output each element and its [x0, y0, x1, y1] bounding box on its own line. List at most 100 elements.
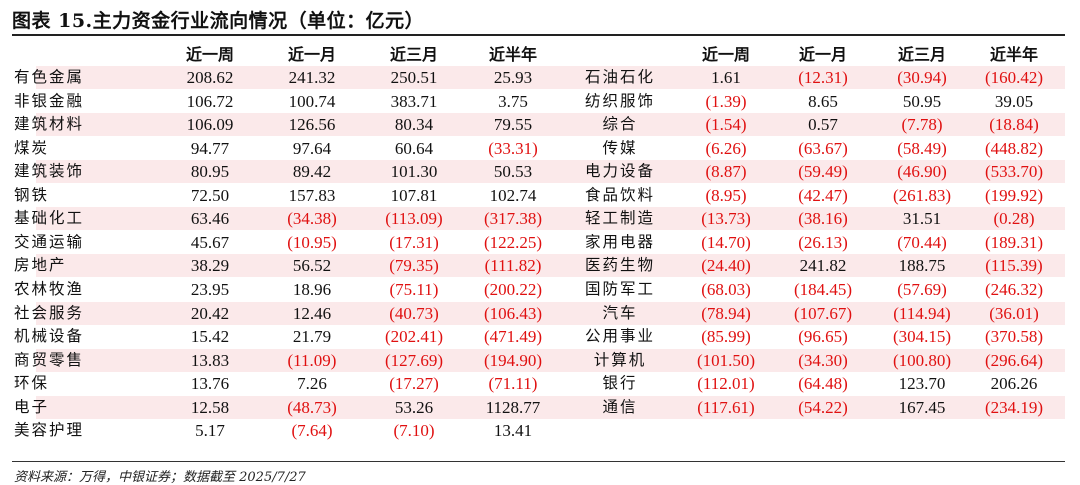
value-week: (85.99): [701, 327, 751, 347]
value-three-month: (304.15): [892, 327, 952, 347]
value-half-year: (33.31): [488, 138, 538, 158]
value-half-year: (36.01): [989, 303, 1039, 323]
value-three-month: (7.78): [901, 115, 943, 135]
table-row: 商贸零售 13.83 (11.09) (127.69) (194.90) 计算机 (101.…: [14, 348, 1065, 372]
table-row: 环保 13.76 7.26 (17.27) (71.11) 银行 (112.01) (64.4…: [14, 372, 1065, 395]
value-half-year: 25.93: [493, 68, 533, 87]
value-half-year: (189.31): [984, 232, 1044, 252]
value-three-month: (57.69): [897, 279, 947, 299]
figure-title: 图表 15.主力资金行业流向情况（单位：亿元）: [12, 10, 425, 32]
value-three-month: (100.80): [892, 350, 952, 370]
value-week: 12.58: [190, 397, 230, 417]
value-month: (7.64): [291, 421, 333, 441]
industry-name: 计算机: [593, 350, 647, 369]
value-three-month: (30.94): [897, 68, 947, 87]
value-half-year: 102.74: [489, 185, 537, 205]
value-week: 94.77: [190, 138, 230, 158]
value-month: 56.52: [292, 256, 332, 276]
right-header-month: 近一月: [798, 45, 847, 64]
value-week: 1.61: [711, 68, 741, 87]
value-week: 23.95: [190, 279, 230, 299]
industry-name: 公用事业: [584, 327, 655, 346]
value-month: (34.30): [798, 350, 848, 370]
value-week: (117.61): [697, 397, 755, 417]
industry-name: 建筑装饰: [14, 162, 85, 181]
value-three-month: (261.83): [892, 185, 952, 205]
value-half-year: (199.92): [984, 185, 1044, 205]
value-half-year: (0.28): [993, 209, 1035, 229]
value-half-year: (246.32): [984, 279, 1044, 299]
value-three-month: 101.30: [390, 162, 438, 182]
value-three-month: 107.81: [390, 185, 438, 205]
value-week: (8.95): [705, 185, 747, 205]
value-three-month: 123.70: [898, 374, 946, 394]
value-three-month: (70.44): [897, 232, 947, 252]
industry-name: 传媒: [602, 138, 638, 157]
value-half-year: (370.58): [984, 327, 1044, 347]
industry-name: 有色金属: [14, 68, 85, 86]
value-week: 13.76: [190, 374, 230, 394]
value-week: (8.87): [705, 162, 747, 182]
value-week: (112.01): [697, 374, 755, 394]
value-month: (184.45): [793, 279, 853, 299]
industry-name: 食品饮料: [584, 185, 655, 204]
value-month: 0.57: [808, 115, 838, 135]
left-header-month: 近一月: [287, 45, 336, 64]
left-header-half-year: 近半年: [488, 45, 537, 64]
value-month: (48.73): [287, 397, 337, 417]
value-three-month: (79.35): [389, 256, 439, 276]
value-half-year: 50.53: [493, 162, 533, 182]
value-half-year: (471.49): [483, 327, 543, 347]
value-three-month: (17.31): [389, 232, 439, 252]
table-row: 交通运输 45.67 (10.95) (17.31) (122.25) 家用电器 (14.7…: [14, 231, 1065, 254]
value-month: 7.26: [297, 374, 327, 394]
industry-name: 农林牧渔: [14, 279, 85, 298]
value-month: (42.47): [798, 185, 848, 205]
bottom-rule: [12, 461, 1065, 462]
table-row: 建筑装饰 80.95 89.42 101.30 50.53 电力设备 (8.87) (59.4…: [14, 160, 1065, 184]
value-month: (107.67): [793, 303, 853, 323]
industry-name: 电力设备: [584, 162, 655, 181]
value-three-month: (113.09): [385, 209, 443, 229]
industry-name: 商贸零售: [14, 350, 85, 369]
value-half-year: (111.82): [484, 256, 542, 276]
value-month: (34.38): [287, 209, 337, 229]
value-half-year: 3.75: [498, 91, 528, 111]
value-month: 8.65: [808, 91, 838, 111]
left-header-three-month: 近三月: [389, 45, 438, 64]
value-half-year: (18.84): [989, 115, 1039, 135]
table-row: 钢铁 72.50 157.83 107.81 102.74 食品饮料 (8.95) (42.4…: [14, 184, 1065, 207]
value-month: (63.67): [798, 138, 848, 158]
value-half-year: (533.70): [984, 162, 1044, 182]
value-half-year: (115.39): [985, 256, 1043, 276]
industry-name: 非银金融: [14, 91, 85, 110]
value-week: (6.26): [705, 138, 747, 158]
value-month: 126.56: [288, 115, 336, 135]
value-half-year: 13.41: [493, 421, 533, 441]
right-header-half-year: 近半年: [989, 45, 1038, 64]
value-week: 80.95: [190, 162, 230, 182]
industry-name: 钢铁: [14, 185, 50, 204]
value-half-year: (122.25): [483, 232, 543, 252]
value-half-year: 79.55: [493, 115, 533, 135]
industry-name: 家用电器: [584, 232, 655, 251]
value-month: 12.46: [292, 303, 332, 323]
value-month: 241.82: [799, 256, 847, 276]
value-half-year: (106.43): [483, 303, 543, 323]
value-three-month: 383.71: [390, 91, 438, 111]
value-week: 208.62: [186, 68, 234, 87]
table-row: 电子 12.58 (48.73) 53.26 1128.77 通信 (117.61) (54.…: [14, 395, 1065, 419]
value-week: (1.39): [705, 91, 747, 111]
industry-name: 机械设备: [14, 327, 85, 346]
industry-name: 轻工制造: [584, 209, 655, 228]
value-three-month: (114.94): [893, 303, 951, 323]
value-three-month: (7.10): [393, 421, 435, 441]
value-half-year: (71.11): [488, 374, 538, 394]
value-week: 45.67: [190, 232, 230, 252]
value-three-month: 80.34: [394, 115, 434, 135]
value-month: 21.79: [292, 327, 332, 347]
top-rule: [12, 34, 1065, 36]
value-three-month: 50.95: [902, 91, 942, 111]
value-three-month: 250.51: [390, 68, 438, 87]
industry-name: 社会服务: [14, 303, 85, 322]
